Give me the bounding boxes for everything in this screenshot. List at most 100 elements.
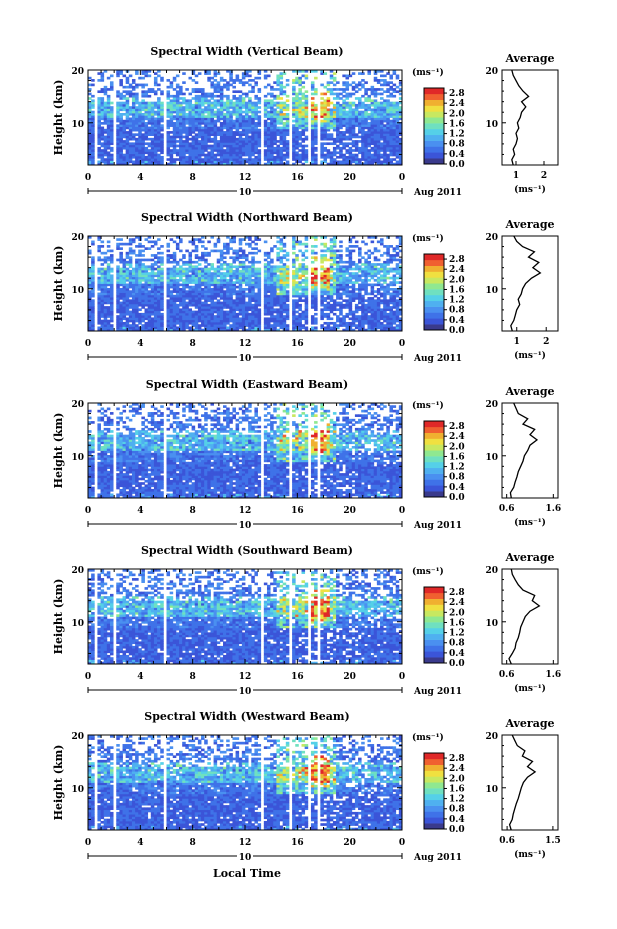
heatmap-cell [185,146,189,150]
heatmap-cell [88,278,92,282]
heatmap-cell [263,76,268,80]
heatmap-cell [216,153,221,157]
heatmap-cell [97,326,101,330]
heatmap-cell [147,236,152,239]
heatmap-cell [150,274,155,278]
heatmap-cell [172,76,177,80]
heatmap-cell [370,137,375,141]
heatmap-cell [150,115,155,118]
heatmap-cell [232,103,236,107]
heatmap-cell [370,155,375,159]
heatmap-cell [383,135,387,139]
heatmap-cell [109,288,114,291]
heatmap-cell [122,144,127,148]
heatmap-cell [147,317,152,321]
heatmap-cell [329,115,334,118]
heatmap-cell [175,103,180,107]
heatmap-cell [138,272,142,275]
heatmap-cell [295,126,299,130]
heatmap-cell [153,144,158,148]
heatmap-cell [135,263,139,266]
heatmap-cell [119,146,123,150]
heatmap-cell [213,122,218,125]
heatmap-cell [273,301,277,305]
heatmap-cell [370,115,375,118]
heatmap-cell [380,149,384,152]
heatmap-cell [345,110,350,114]
heatmap-cell [298,106,302,109]
heatmap-cell [197,135,202,139]
heatmap-cell [144,110,149,114]
heatmap-cell [257,153,262,157]
heatmap-cell [320,108,324,112]
heatmap-cell [304,106,309,109]
heatmap-cell [119,92,123,96]
heatmap-cell [392,70,397,73]
heatmap-cell [125,324,130,327]
heatmap-cell [153,160,158,164]
heatmap-cell [150,151,155,155]
heatmap-cell [175,85,180,89]
heatmap-cell [229,133,233,136]
heatmap-cell [232,249,236,253]
heatmap-cell [135,128,139,132]
heatmap-cell [97,72,101,75]
heatmap-cell [219,303,224,307]
heatmap-cell [398,88,403,91]
heatmap-cell [185,297,189,300]
heatmap-cell [175,294,180,298]
heatmap-cell [157,112,161,116]
heatmap-cell [201,131,205,134]
heatmap-cell [191,317,196,321]
heatmap-cell [157,247,161,250]
heatmap-cell [210,85,214,89]
heatmap-cell [182,310,186,314]
heatmap-cell [157,144,161,148]
heatmap-cell [270,117,274,121]
heatmap-cell [116,245,120,248]
heatmap-cell [97,301,101,305]
heatmap-cell [175,306,180,309]
heatmap-cell [157,265,161,269]
heatmap-cell [147,247,152,250]
heatmap-cell [182,281,186,284]
heatmap-cell [373,106,378,109]
heatmap-cell [326,119,331,123]
heatmap-cell [235,103,240,107]
heatmap-cell [339,131,343,134]
heatmap-cell [232,90,236,94]
heatmap-cell [226,149,230,152]
heatmap-cell [116,103,120,107]
heatmap-cell [245,101,249,105]
heatmap-cell [285,162,290,166]
heatmap-cell [336,131,340,134]
heatmap-cell [248,101,252,105]
heatmap-cell [197,310,202,314]
heatmap-cell [367,137,371,141]
heatmap-cell [282,90,287,94]
heatmap-cell [245,301,249,305]
heatmap-cell [201,301,205,305]
heatmap-cell [157,297,161,300]
heatmap-cell [336,122,340,125]
heatmap-cell [169,292,174,296]
heatmap-cell [179,301,183,305]
heatmap-cell [175,299,180,302]
heatmap-cell [223,283,227,287]
heatmap-cell [213,162,218,166]
heatmap-cell [135,245,139,248]
heatmap-cell [354,115,359,118]
heatmap-cell [207,106,211,109]
heatmap-cell [376,117,381,121]
heatmap-cell [160,328,164,332]
heatmap-cell [266,153,271,157]
heatmap-cell [191,278,196,282]
heatmap-cell [116,292,120,296]
heatmap-cell [229,301,233,305]
heatmap-cell [122,274,127,278]
heatmap-cell [185,155,189,159]
heatmap-cell [251,144,255,148]
heatmap-cell [238,151,243,155]
heatmap-cell [138,151,142,155]
heatmap-cell [213,110,218,114]
